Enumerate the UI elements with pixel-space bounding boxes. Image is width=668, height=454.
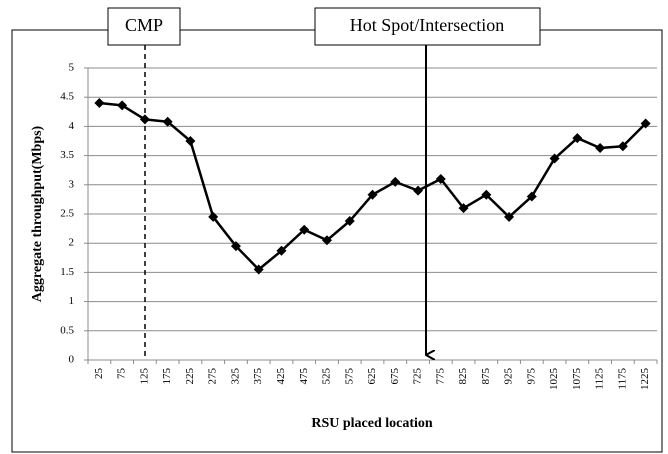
point-marker: [390, 176, 401, 187]
point-marker: [117, 100, 128, 111]
x-tick-label: 675: [389, 368, 401, 385]
point-marker: [435, 173, 446, 184]
point-marker: [640, 118, 651, 129]
point-marker: [595, 143, 606, 154]
point-marker: [185, 136, 196, 146]
y-tick-label: 1.5: [60, 266, 74, 278]
point-marker: [162, 116, 173, 127]
point-marker: [526, 191, 537, 202]
y-tick-label: 3: [69, 178, 75, 190]
point-marker: [413, 185, 424, 196]
y-tick-label: 4: [69, 120, 75, 132]
x-tick-label: 1125: [594, 368, 606, 390]
point-marker: [276, 245, 287, 256]
point-marker: [617, 141, 628, 152]
point-marker: [299, 224, 310, 235]
x-tick-label: 575: [343, 368, 355, 385]
x-tick-label: 1025: [548, 368, 560, 391]
y-tick-label: 0.5: [60, 324, 74, 336]
y-tick-label: 1: [69, 295, 75, 307]
y-tick-label: 0: [69, 354, 75, 366]
x-tick-label: 975: [525, 368, 537, 385]
point-marker: [321, 235, 332, 246]
point-marker: [253, 264, 264, 275]
x-tick-label: 625: [366, 368, 378, 385]
x-axis-title: RSU placed location: [311, 416, 433, 431]
chart-frame: [11, 29, 663, 453]
x-tick-label: 125: [138, 368, 150, 385]
annotation: CMP: [125, 15, 163, 35]
annotation-box: [314, 7, 541, 46]
x-tick-label: 425: [275, 368, 287, 385]
x-tick-label: 375: [252, 368, 264, 385]
y-tick-label: 5: [69, 62, 75, 74]
point-marker: [367, 189, 378, 200]
point-marker: [208, 211, 219, 222]
x-tick-label: 925: [503, 368, 515, 385]
y-tick-label: 2: [69, 237, 75, 249]
x-tick-label: 1075: [571, 368, 583, 391]
y-tick-label: 3.5: [60, 149, 74, 161]
point-marker: [572, 133, 583, 144]
x-tick-label: 1175: [616, 368, 628, 390]
y-tick-label: 4.5: [60, 91, 74, 103]
point-marker: [94, 98, 105, 109]
x-tick-label: 75: [116, 368, 128, 380]
x-tick-label: 225: [184, 368, 196, 385]
x-tick-label: 725: [412, 368, 424, 385]
point-marker: [481, 189, 492, 200]
x-tick-label: 275: [207, 368, 219, 385]
point-marker: [504, 211, 515, 222]
x-tick-label: 25: [93, 368, 105, 380]
x-tick-label: 1225: [639, 368, 651, 391]
x-tick-label: 775: [434, 368, 446, 385]
point-marker: [230, 241, 241, 252]
point-marker: [344, 216, 355, 227]
annotation-box: [107, 7, 181, 46]
x-tick-label: 875: [480, 368, 492, 385]
x-tick-label: 325: [229, 368, 241, 385]
x-tick-label: 475: [298, 368, 310, 385]
annotation: Hot Spot/Intersection: [350, 15, 504, 35]
x-tick-label: 525: [321, 368, 333, 385]
point-marker: [458, 203, 469, 214]
y-tick-label: 2.5: [60, 208, 74, 220]
y-axis-title: Aggregate throughput(Mbps): [30, 125, 45, 302]
x-tick-label: 825: [457, 368, 469, 385]
x-tick-label: 175: [161, 368, 173, 385]
point-marker: [549, 153, 560, 164]
